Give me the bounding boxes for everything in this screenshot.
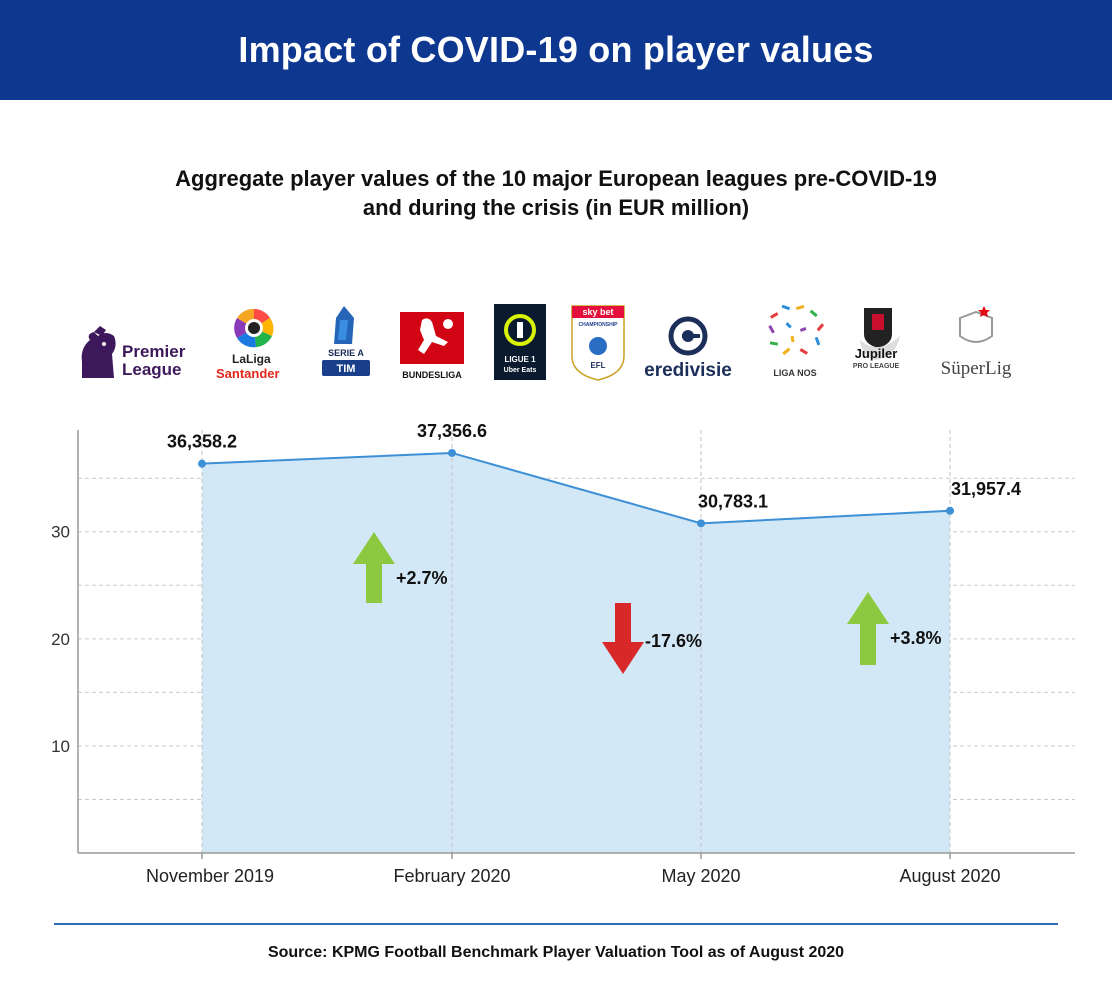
y-tick-label-2: 30: [51, 523, 70, 542]
league-logos: Premier League LaLiga Santander SERIE A …: [0, 300, 1112, 390]
serie-a-logo-text-2: TIM: [337, 363, 356, 375]
eredivisie-logo: eredivisie: [644, 316, 732, 381]
change-arrow-1: [602, 603, 644, 674]
header-bar: Impact of COVID-19 on player values: [0, 0, 1112, 100]
chart-title-line-1: Aggregate player values of the 10 major …: [175, 166, 937, 191]
efl-logo-text-3: EFL: [590, 361, 605, 370]
super-lig-logo-text: SüperLig: [941, 358, 1012, 379]
laliga-logo-text-2: Santander: [216, 366, 280, 381]
chart-title-line-2: and during the crisis (in EUR million): [362, 195, 750, 220]
data-label-3: 31,957.4: [951, 479, 1021, 499]
ligue1-logo: LIGUE 1 Uber Eats: [494, 304, 546, 380]
laliga-logo-text-1: LaLiga: [232, 352, 271, 366]
y-tick-labels: 10 20 30: [51, 523, 70, 756]
data-label-1: 37,356.6: [417, 421, 487, 441]
x-tick-label-0: November 2019: [146, 866, 274, 886]
serie-a-logo: SERIE A TIM: [322, 306, 370, 376]
source-divider: [54, 923, 1058, 925]
serie-a-logo-text-1: SERIE A: [328, 348, 364, 358]
player-values-chart: 36,358.2 37,356.6 30,783.1 31,957.4 +2.7% -1…: [51, 421, 1075, 886]
data-point-0: [198, 459, 206, 468]
data-points: [198, 448, 954, 528]
vertical-grid-lines: [201, 430, 951, 853]
jupiler-logo-text-1: Jupiler: [855, 346, 898, 361]
change-arrow-2: [847, 592, 889, 665]
y-tick-label-1: 20: [51, 630, 70, 649]
x-tick-labels: November 2019 February 2020 May 2020 August…: [146, 853, 1001, 886]
premier-league-logo: Premier League: [81, 326, 186, 379]
ligue1-logo-text-1: LIGUE 1: [504, 355, 536, 364]
change-indicators: +2.7% -17.6% +3.8%: [353, 532, 942, 674]
chart-title: Aggregate player values of the 10 major …: [100, 164, 1012, 222]
data-label-2: 30,783.1: [698, 491, 768, 511]
efl-championship-logo: sky bet CHAMPIONSHIP EFL: [571, 305, 625, 381]
bundesliga-logo: BUNDESLIGA: [400, 312, 464, 380]
x-tick-label-3: August 2020: [899, 866, 1000, 886]
efl-logo-text-2: CHAMPIONSHIP: [579, 322, 619, 328]
premier-league-logo-text-2: League: [122, 360, 182, 379]
y-tick-label-0: 10: [51, 737, 70, 756]
efl-logo-text-1: sky bet: [582, 307, 613, 317]
ligue1-logo-text-2: Uber Eats: [504, 367, 537, 374]
jupiler-pro-league-logo: Jupiler PRO LEAGUE: [853, 308, 900, 370]
change-label-1: -17.6%: [645, 631, 702, 651]
data-point-2: [697, 519, 705, 528]
super-lig-logo: SüperLig: [941, 306, 1012, 379]
data-labels: 36,358.2 37,356.6 30,783.1 31,957.4: [167, 421, 1021, 511]
page-title: Impact of COVID-19 on player values: [238, 29, 874, 70]
bundesliga-logo-text: BUNDESLIGA: [402, 370, 462, 380]
data-point-1: [448, 448, 456, 457]
data-label-0: 36,358.2: [167, 432, 237, 452]
data-point-3: [946, 506, 954, 515]
x-tick-label-1: February 2020: [393, 866, 510, 886]
series-line: [201, 451, 951, 525]
change-label-2: +3.8%: [890, 628, 942, 648]
change-label-0: +2.7%: [396, 568, 448, 588]
change-arrow-0: [353, 532, 395, 603]
premier-league-logo-text-1: Premier: [122, 342, 186, 361]
source-note: Source: KPMG Football Benchmark Player V…: [267, 944, 845, 961]
x-tick-label-2: May 2020: [661, 866, 740, 886]
liga-nos-logo-text: LIGA NOS: [773, 368, 816, 378]
area-fill: [202, 452, 950, 853]
laliga-logo: LaLiga Santander: [216, 308, 280, 381]
liga-nos-logo: LIGA NOS: [768, 304, 825, 378]
jupiler-logo-text-2: PRO LEAGUE: [853, 363, 900, 370]
eredivisie-logo-text: eredivisie: [644, 360, 732, 381]
